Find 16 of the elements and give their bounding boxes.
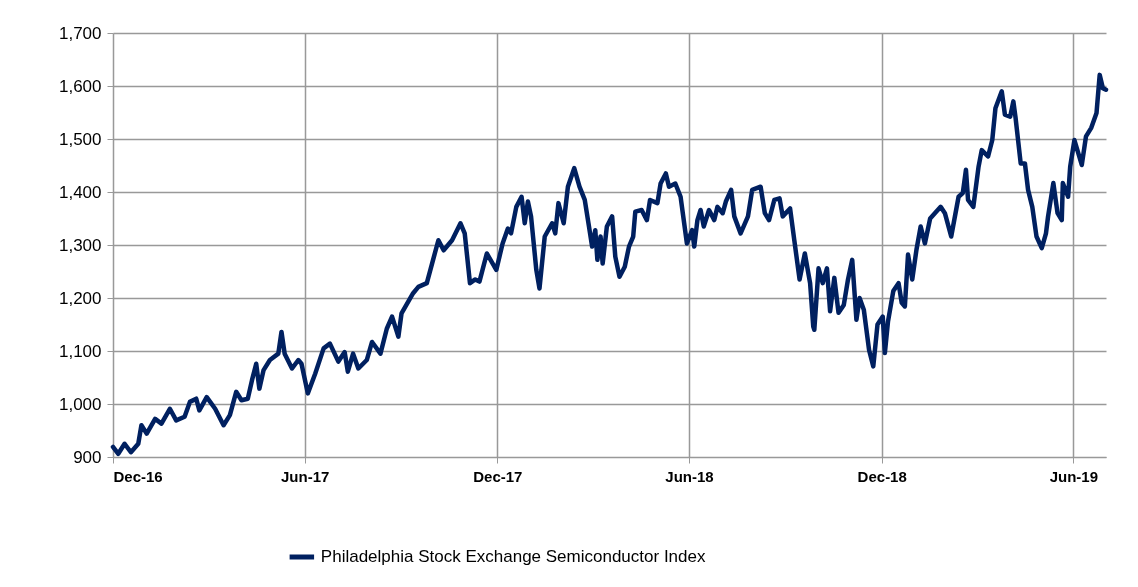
y-tick-label: 1,600 <box>58 76 102 96</box>
legend-label: Philadelphia Stock Exchange Semiconductor Index <box>320 547 706 566</box>
y-tick-label: 1,000 <box>58 394 102 414</box>
x-tick-label: Dec-18 <box>857 467 907 485</box>
x-tick-label: Dec-17 <box>473 467 523 485</box>
y-tick-label: 1,200 <box>58 288 102 308</box>
x-tick-label: Jun-19 <box>1049 467 1099 485</box>
y-tick-label: 1,100 <box>58 341 102 361</box>
x-tick-label: Jun-18 <box>665 467 714 485</box>
x-tick-label: Jun-17 <box>280 467 330 485</box>
y-tick-label: 1,700 <box>58 23 102 43</box>
y-tick-label: 1,400 <box>58 182 102 202</box>
y-tick-label: 1,300 <box>58 235 102 255</box>
x-tick-label: Dec-16 <box>113 467 163 485</box>
y-tick-label: 1,500 <box>58 129 102 149</box>
y-tick-label: 900 <box>73 447 102 467</box>
